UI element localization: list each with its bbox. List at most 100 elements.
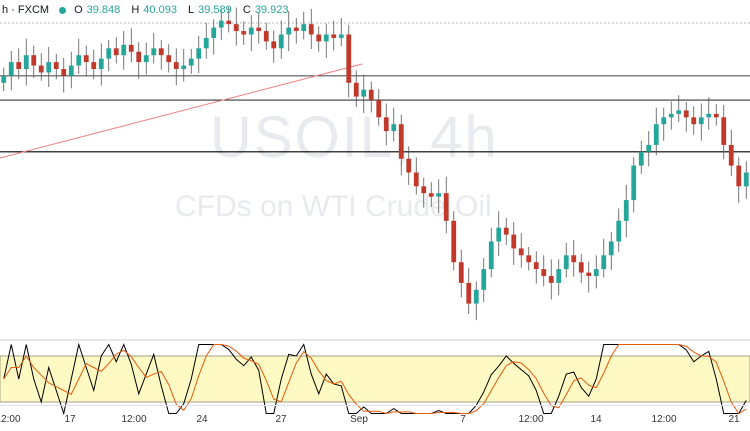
candle (61, 57, 67, 93)
low-value: 39.589 (198, 4, 232, 16)
time-tick: 27 (275, 414, 287, 425)
candle (458, 249, 464, 298)
candle (53, 53, 59, 80)
candle (676, 95, 682, 123)
close-value: 39.923 (254, 4, 289, 16)
candle (248, 15, 254, 52)
candle (526, 247, 532, 271)
candle (323, 23, 329, 58)
candle (188, 48, 194, 74)
candle (436, 179, 442, 214)
candle (196, 35, 202, 74)
candle (16, 48, 22, 80)
candle (136, 42, 142, 79)
candle (511, 222, 517, 265)
candle (361, 74, 367, 114)
low-key: L (188, 4, 195, 16)
candle (158, 40, 164, 70)
candle (466, 267, 472, 314)
time-tick: 17 (64, 414, 76, 425)
candle (286, 11, 292, 52)
candle (278, 20, 284, 59)
time-axis[interactable]: 12:00 17 12:00 24 27 Sep 7 12:00 14 12:00 21 (0, 405, 750, 431)
candle (166, 44, 172, 73)
candle (203, 22, 209, 59)
candle (233, 7, 239, 46)
stochastic-band (0, 355, 750, 403)
candle (661, 107, 667, 141)
candle (376, 89, 382, 126)
market-status-dot (59, 6, 67, 14)
candle (586, 261, 592, 293)
time-tick: 12:00 (0, 414, 21, 425)
candle (151, 33, 157, 64)
candle (91, 49, 97, 80)
candle (331, 20, 337, 51)
candle (698, 103, 704, 141)
high-key: H (131, 4, 140, 16)
candle (76, 38, 82, 74)
candle (623, 184, 629, 238)
candle (683, 102, 689, 132)
candle (713, 104, 719, 126)
candle (421, 178, 427, 208)
candle (83, 45, 89, 77)
candle (46, 46, 52, 87)
candle (571, 240, 577, 277)
candle (601, 238, 607, 278)
candle (226, 6, 232, 33)
candle (496, 211, 502, 256)
candle (338, 17, 344, 47)
high-value: 40.093 (143, 4, 177, 16)
candle (1, 67, 7, 92)
candle (316, 26, 322, 52)
candle (533, 251, 539, 284)
time-tick: Sep (350, 414, 368, 425)
stochastic-lines (3, 342, 747, 416)
candle (143, 42, 149, 75)
candle (211, 19, 217, 55)
time-tick: 7 (460, 414, 466, 425)
candle (391, 107, 397, 142)
candle (68, 51, 74, 89)
close-key: C (242, 4, 251, 16)
candle (383, 103, 389, 146)
candle (256, 12, 262, 44)
candle (653, 107, 659, 156)
candle (668, 101, 674, 130)
open-key: O (74, 4, 83, 16)
candle (263, 22, 269, 50)
symbol-label: h · FXCM (2, 4, 50, 16)
candle (563, 242, 569, 278)
stochastic-d-line (3, 344, 747, 415)
candle (406, 146, 412, 185)
trendline (0, 63, 363, 159)
candle (743, 161, 749, 199)
candle (308, 8, 314, 49)
candle (488, 227, 494, 278)
time-tick: 14 (590, 414, 602, 425)
candle (98, 43, 104, 86)
candle (608, 231, 614, 270)
candle (631, 157, 637, 213)
candle (8, 51, 14, 91)
chart-legend: h · FXCM O 39.848 H 40.093 L 39.589 C 39.923 (0, 0, 750, 20)
candle (218, 9, 224, 41)
candle (428, 182, 434, 207)
candle (616, 208, 622, 252)
candle (556, 259, 562, 296)
candle (518, 233, 524, 268)
candle (271, 30, 277, 63)
candle (736, 157, 742, 203)
candle (181, 48, 187, 82)
candle (346, 24, 352, 98)
candle (113, 37, 119, 64)
candles-group (1, 6, 749, 321)
candle (38, 53, 44, 81)
candle (23, 38, 29, 86)
candle (646, 131, 652, 167)
candle (503, 218, 509, 245)
candle (106, 40, 112, 72)
